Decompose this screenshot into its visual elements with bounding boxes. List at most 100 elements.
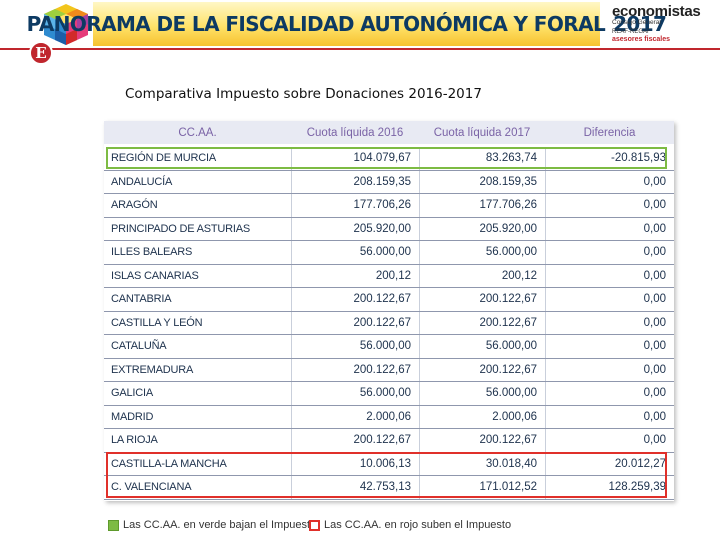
table-body: REGIÓN DE MURCIA 104.079,67 83.263,74 -20.8… <box>104 147 674 500</box>
cell-cuota-2016: 200.122,67 <box>291 358 419 381</box>
cell-cuota-2016: 10.006,13 <box>291 452 419 475</box>
cell-ccaa: LA RIOJA <box>111 434 158 447</box>
cell-cuota-2017: 200.122,67 <box>419 288 545 311</box>
cell-cuota-2017: 177.706,26 <box>419 194 545 217</box>
table-row: ANDALUCÍA 208.159,35 208.159,35 0,00 <box>104 170 674 194</box>
legend-green: Las CC.AA. en verde bajan el Impuesto <box>108 518 316 532</box>
brand-reaf: REAF-REGAF <box>612 29 651 35</box>
cell-ccaa: ILLES BALEARS <box>111 246 193 259</box>
cell-ccaa: CASTILLA-LA MANCHA <box>111 457 227 470</box>
cell-cuota-2016: 200.122,67 <box>291 311 419 334</box>
cell-cuota-2016: 177.706,26 <box>291 194 419 217</box>
banner-year: 2017 <box>613 12 667 36</box>
cell-diferencia: 0,00 <box>545 264 674 287</box>
cell-diferencia: 0,00 <box>545 382 674 405</box>
table-row: CASTILLA Y LEÓN 200.122,67 200.122,67 0,00 <box>104 311 674 335</box>
cell-ccaa: EXTREMADURA <box>111 363 194 376</box>
cell-diferencia: 0,00 <box>545 311 674 334</box>
cell-cuota-2017: 200.122,67 <box>419 358 545 381</box>
brand-subtitle: Consejo General <box>612 19 661 26</box>
green-square-icon <box>108 519 119 531</box>
table-row: LA RIOJA 200.122,67 200.122,67 0,00 <box>104 429 674 453</box>
header-banner: PANORAMA DE LA FISCALIDAD AUTONÓMICA Y F… <box>0 0 720 46</box>
cell-diferencia: 0,00 <box>545 194 674 217</box>
cell-cuota-2017: 200.122,67 <box>419 311 545 334</box>
cell-ccaa: ANDALUCÍA <box>111 175 173 188</box>
cell-cuota-2016: 2.000,06 <box>291 405 419 428</box>
cell-ccaa: CANTABRIA <box>111 293 172 306</box>
table-row: ISLAS CANARIAS 200,12 200,12 0,00 <box>104 264 674 288</box>
e-logo-icon: E <box>29 41 53 65</box>
table-row: PRINCIPADO DE ASTURIAS 205.920,00 205.920,… <box>104 217 674 241</box>
banner-title: PANORAMA DE LA FISCALIDAD AUTONÓMICA Y F… <box>27 2 667 46</box>
cell-ccaa: ARAGÓN <box>111 199 158 212</box>
cell-cuota-2016: 56.000,00 <box>291 335 419 358</box>
banner-title-text: PANORAMA DE LA FISCALIDAD AUTONÓMICA Y F… <box>26 12 606 36</box>
cell-ccaa: CASTILLA Y LEÓN <box>111 316 203 329</box>
cube-logo-icon <box>44 4 88 45</box>
table-row: CATALUÑA 56.000,00 56.000,00 0,00 <box>104 335 674 359</box>
cell-cuota-2016: 200.122,67 <box>291 288 419 311</box>
table-row: ARAGÓN 177.706,26 177.706,26 0,00 <box>104 194 674 218</box>
cell-ccaa: GALICIA <box>111 387 154 400</box>
header-ccaa: CC.AA. <box>178 126 217 139</box>
cell-cuota-2017: 56.000,00 <box>419 335 545 358</box>
cell-ccaa: CATALUÑA <box>111 340 167 353</box>
cell-cuota-2017: 83.263,74 <box>419 147 545 170</box>
cell-cuota-2017: 56.000,00 <box>419 241 545 264</box>
legend-red-label: Las CC.AA. en rojo suben el Impuesto <box>324 519 512 531</box>
cell-cuota-2016: 42.753,13 <box>291 476 419 499</box>
header-cuota-2017: Cuota líquida 2017 <box>433 126 531 139</box>
cell-cuota-2016: 205.920,00 <box>291 217 419 240</box>
table-row: GALICIA 56.000,00 56.000,00 0,00 <box>104 382 674 406</box>
cell-cuota-2016: 56.000,00 <box>291 382 419 405</box>
table-row: REGIÓN DE MURCIA 104.079,67 83.263,74 -20.8… <box>104 147 674 171</box>
cell-ccaa: C. VALENCIANA <box>111 481 192 494</box>
header-divider <box>0 48 720 50</box>
cell-diferencia: 0,00 <box>545 241 674 264</box>
cell-cuota-2016: 200,12 <box>291 264 419 287</box>
cell-diferencia: -20.815,93 <box>545 147 674 170</box>
cell-diferencia: 0,00 <box>545 288 674 311</box>
cell-cuota-2017: 2.000,06 <box>419 405 545 428</box>
cell-diferencia: 128.259,39 <box>545 476 674 499</box>
cell-cuota-2017: 200,12 <box>419 264 545 287</box>
table-header: CC.AA. Cuota líquida 2016 Cuota líquida … <box>104 121 674 144</box>
brand-name: economistas <box>612 3 701 20</box>
cell-cuota-2017: 171.012,52 <box>419 476 545 499</box>
cell-ccaa: ISLAS CANARIAS <box>111 269 199 282</box>
cell-diferencia: 0,00 <box>545 170 674 193</box>
cell-cuota-2016: 208.159,35 <box>291 170 419 193</box>
red-square-icon <box>309 519 320 531</box>
cell-cuota-2017: 30.018,40 <box>419 452 545 475</box>
comparison-table: CC.AA. Cuota líquida 2016 Cuota líquida … <box>104 121 674 501</box>
cell-ccaa: REGIÓN DE MURCIA <box>111 152 216 165</box>
cell-cuota-2017: 205.920,00 <box>419 217 545 240</box>
legend-green-label: Las CC.AA. en verde bajan el Impuesto <box>123 519 317 531</box>
table-row: CANTABRIA 200.122,67 200.122,67 0,00 <box>104 288 674 312</box>
brand-asesores: asesores fiscales <box>612 36 670 43</box>
cell-diferencia: 0,00 <box>545 429 674 452</box>
cell-cuota-2017: 200.122,67 <box>419 429 545 452</box>
cell-diferencia: 0,00 <box>545 335 674 358</box>
table-row: C. VALENCIANA 42.753,13 171.012,52 128.259,… <box>104 476 674 500</box>
cell-cuota-2017: 208.159,35 <box>419 170 545 193</box>
cell-diferencia: 20.012,27 <box>545 452 674 475</box>
brand-block: economistas Consejo General REAF-REGAF a… <box>612 4 716 48</box>
page-title: Comparativa Impuesto sobre Donaciones 20… <box>125 86 482 102</box>
table-row: MADRID 2.000,06 2.000,06 0,00 <box>104 405 674 429</box>
cell-cuota-2016: 56.000,00 <box>291 241 419 264</box>
cell-cuota-2016: 200.122,67 <box>291 429 419 452</box>
cell-diferencia: 0,00 <box>545 217 674 240</box>
table-row: EXTREMADURA 200.122,67 200.122,67 0,00 <box>104 358 674 382</box>
cell-cuota-2017: 56.000,00 <box>419 382 545 405</box>
legend-red: Las CC.AA. en rojo suben el Impuesto <box>309 518 511 532</box>
table-row: CASTILLA-LA MANCHA 10.006,13 30.018,40 20.0… <box>104 452 674 476</box>
table-row: ILLES BALEARS 56.000,00 56.000,00 0,00 <box>104 241 674 265</box>
cell-diferencia: 0,00 <box>545 358 674 381</box>
cell-cuota-2016: 104.079,67 <box>291 147 419 170</box>
cell-ccaa: MADRID <box>111 410 154 423</box>
header-cuota-2016: Cuota líquida 2016 <box>306 126 404 139</box>
cell-diferencia: 0,00 <box>545 405 674 428</box>
cell-ccaa: PRINCIPADO DE ASTURIAS <box>111 222 251 235</box>
